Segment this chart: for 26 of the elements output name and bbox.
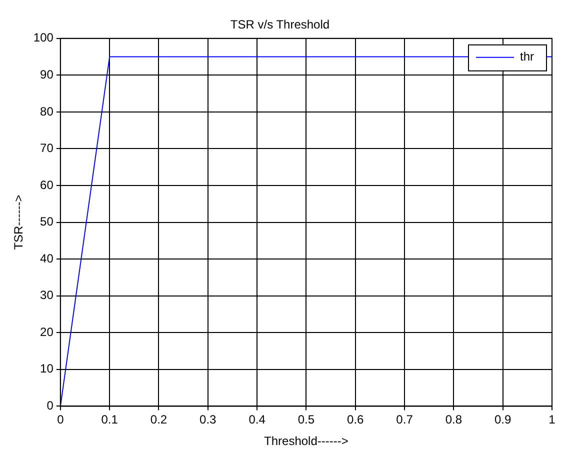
x-tick-label: 0.3 [200, 412, 217, 427]
chart-title: TSR v/s Threshold [230, 18, 330, 32]
y-axis-title: TSR------> [12, 194, 26, 250]
y-tick-label: 50 [40, 214, 54, 229]
y-tick-label: 70 [40, 141, 54, 156]
legend-label: thr [520, 50, 534, 64]
x-tick-label: 0.7 [396, 412, 414, 427]
y-tick-label: 90 [40, 67, 54, 82]
y-tick-label: 0 [46, 398, 54, 413]
y-tick-label: 10 [40, 362, 54, 376]
y-tick-label: 60 [40, 178, 54, 192]
x-tick-label: 0.4 [248, 412, 266, 427]
x-tick-label: 1 [548, 412, 556, 427]
x-tick-label: 0.9 [494, 412, 512, 427]
y-tick-label: 20 [40, 324, 54, 339]
y-tick-label: 80 [40, 104, 54, 118]
y-tick-label: 100 [33, 30, 54, 45]
x-tick-label: 0.1 [101, 412, 118, 427]
y-tick-label: 40 [40, 251, 54, 266]
x-tick-label: 0.2 [150, 412, 168, 427]
x-tick-label: 0.6 [347, 412, 364, 427]
x-axis-title: Threshold------> [264, 434, 348, 448]
x-tick-label: 0.8 [445, 412, 462, 427]
x-tick-label: 0 [57, 412, 64, 427]
x-tick-label: 0.5 [298, 412, 315, 427]
y-tick-label: 30 [40, 288, 54, 302]
